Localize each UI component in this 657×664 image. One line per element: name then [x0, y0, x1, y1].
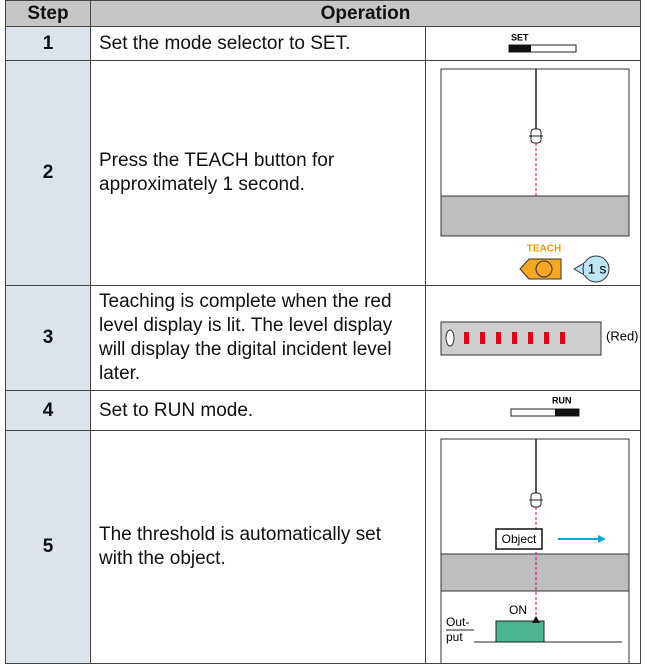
threshold-figure: Object ON Out- put [440, 438, 630, 663]
step-number: 1 [5, 26, 91, 61]
figure-cell: Object ON Out- put [424, 430, 642, 664]
operation-text: Set the mode selector to SET. [90, 26, 426, 61]
row: 4 Set to RUN mode. RUN [5, 390, 642, 431]
step-number: 2 [5, 60, 91, 286]
row: 5 The threshold is automatically set wit… [5, 430, 642, 664]
row: 1 Set the mode selector to SET. SET [5, 26, 642, 61]
switch-label: SET [511, 32, 529, 42]
duration-label: 1 s [588, 261, 607, 277]
row: 3 Teaching is complete when the red leve… [5, 285, 642, 391]
teach-figure: TEACH 1 s [440, 68, 630, 283]
output-label: Out- [446, 615, 469, 629]
button-label: TEACH [527, 244, 561, 255]
header-cell: Step [5, 0, 91, 27]
figure-cell: TEACH 1 s [424, 60, 642, 286]
operation-text: Teaching is complete when the red level … [90, 285, 426, 391]
step-number: 3 [5, 285, 91, 391]
steps-table: Step Operation 1 Set the mode selector t… [5, 0, 642, 664]
step-number: 5 [5, 430, 91, 664]
mode-switch: RUN [510, 395, 580, 417]
operation-text: Press the TEACH button for approximately… [90, 60, 426, 286]
signal-label: ON [509, 603, 527, 617]
mode-switch: SET [508, 32, 577, 53]
figure-cell: SET [424, 26, 642, 61]
color-note: (Red) [606, 328, 639, 343]
object-label: Object [502, 532, 537, 546]
figure-cell: (Red) [424, 285, 642, 391]
operation-text: The threshold is automatically set with … [90, 430, 426, 664]
header-row: Step Operation [5, 0, 642, 27]
row: 2 Press the TEACH button for approximate… [5, 60, 642, 286]
switch-label: RUN [552, 395, 572, 405]
step-number: 4 [5, 390, 91, 431]
operation-text: Set to RUN mode. [90, 390, 426, 431]
output-label: put [446, 630, 463, 644]
figure-cell: RUN [424, 390, 642, 431]
level-display: (Red) [440, 321, 639, 356]
header-cell: Operation [89, 0, 642, 27]
